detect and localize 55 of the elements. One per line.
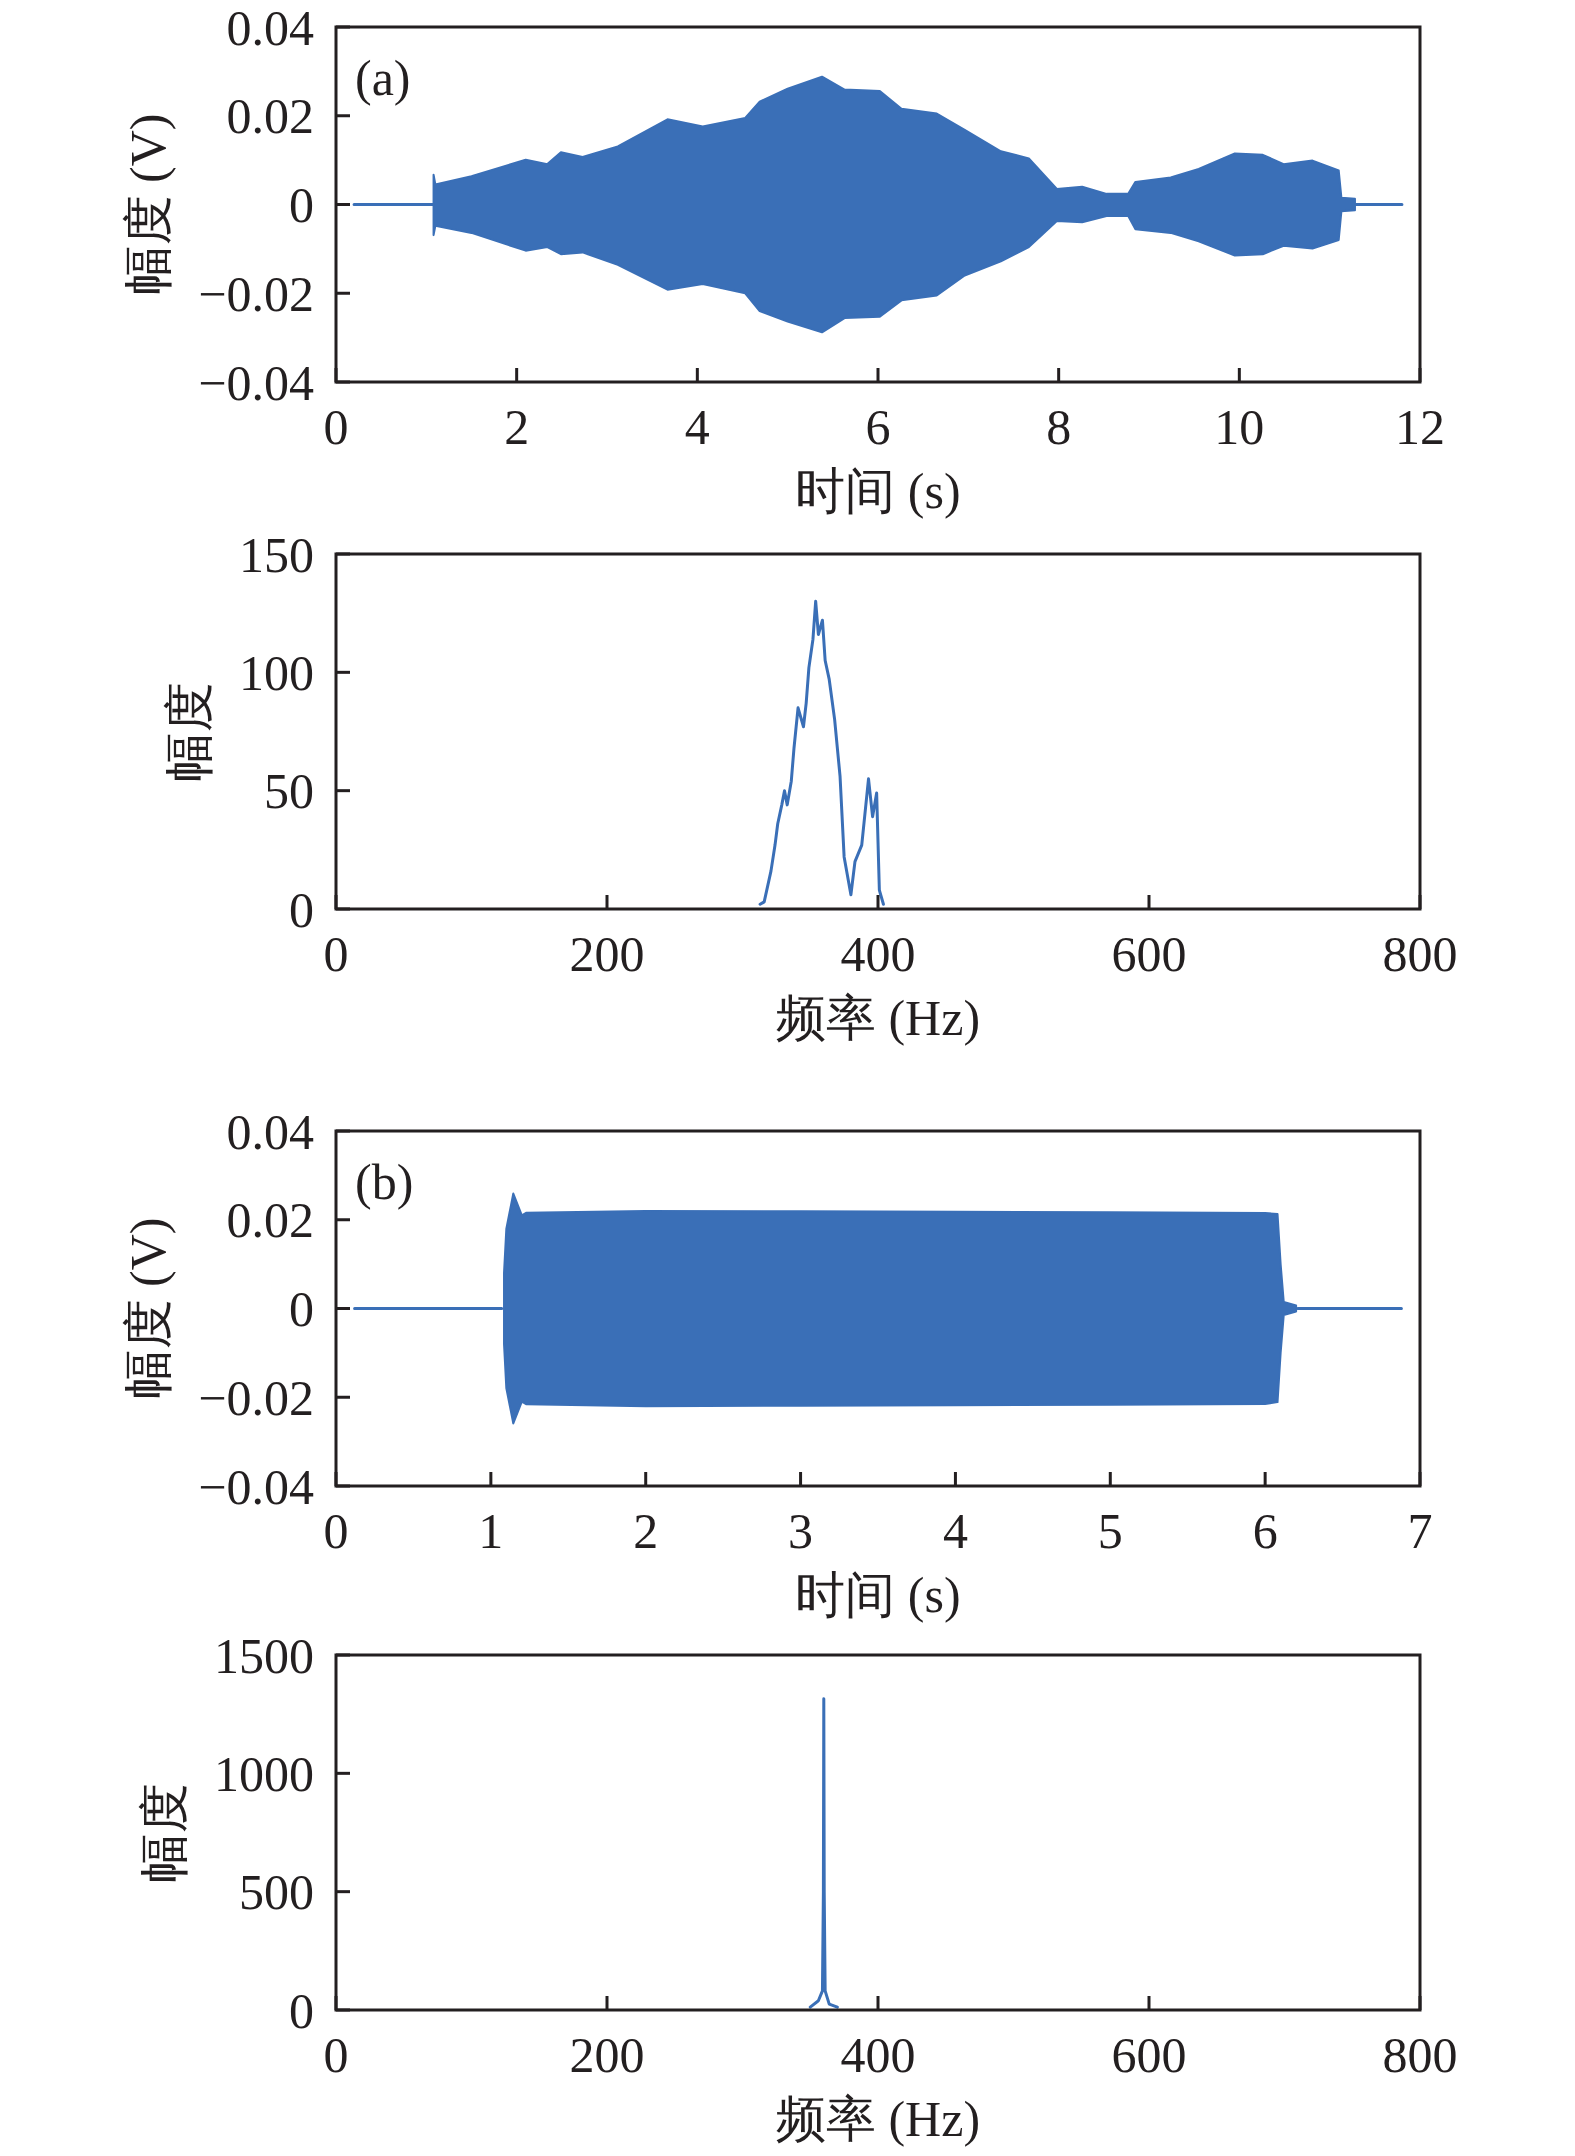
x-axis-title: 时间 (s) <box>795 463 961 519</box>
y-tick-label: −0.02 <box>198 1369 314 1426</box>
y-axis-title: 幅度 (V) <box>120 1217 177 1400</box>
y-tick-label: 0 <box>289 881 314 938</box>
y-tick-label: 0.04 <box>226 0 314 56</box>
line-series <box>758 599 885 906</box>
y-tick-label: 50 <box>264 763 314 820</box>
y-tick-label: 0.02 <box>226 88 314 145</box>
x-tick-label: 4 <box>942 1503 968 1559</box>
y-tick-label: 0.02 <box>226 1192 314 1249</box>
y-tick-label: 0 <box>289 177 314 233</box>
x-tick-label: 800 <box>1382 926 1458 982</box>
x-tick-label: 0 <box>323 1503 349 1559</box>
line-series <box>808 1697 839 2009</box>
y-tick-label: 1500 <box>214 1627 314 1684</box>
y-axis-title: 幅度 <box>161 681 217 782</box>
y-tick-label: 500 <box>239 1864 314 1921</box>
y-axis-title: 幅度 <box>136 1782 192 1883</box>
y-tick-label: −0.04 <box>198 354 314 411</box>
x-tick-label: 12 <box>1395 399 1445 455</box>
x-tick-label: 3 <box>788 1503 814 1559</box>
x-axis-title: 频率 (Hz) <box>775 990 981 1046</box>
x-axis-title: 频率 (Hz) <box>775 2091 981 2147</box>
annotation: (a) <box>355 50 411 106</box>
x-tick-label: 5 <box>1097 1503 1123 1559</box>
x-tick-label: 400 <box>840 926 916 982</box>
x-tick-label: 4 <box>684 399 710 455</box>
x-tick-label: 1 <box>478 1503 504 1559</box>
x-tick-label: 200 <box>569 2027 645 2083</box>
y-tick-label: 0 <box>289 1281 314 1337</box>
y-tick-label: −0.04 <box>198 1458 314 1515</box>
y-tick-label: 0 <box>289 1982 314 2039</box>
y-tick-label: 100 <box>239 644 314 701</box>
x-tick-label: 0 <box>323 926 349 982</box>
x-tick-label: 6 <box>1252 1503 1278 1559</box>
x-tick-label: 0 <box>323 2027 349 2083</box>
x-tick-label: 10 <box>1214 399 1265 455</box>
x-tick-label: 2 <box>633 1503 659 1559</box>
x-tick-label: 2 <box>504 399 530 455</box>
y-tick-label: 150 <box>239 526 314 583</box>
x-tick-label: 6 <box>865 399 891 455</box>
annotation: (b) <box>355 1154 414 1210</box>
y-tick-label: 1000 <box>214 1745 314 1802</box>
x-tick-label: 0 <box>323 399 349 455</box>
y-tick-label: −0.02 <box>198 265 314 322</box>
y-tick-label: 0.04 <box>226 1103 314 1160</box>
x-tick-label: 200 <box>569 926 645 982</box>
x-tick-label: 600 <box>1111 2027 1187 2083</box>
x-axis-title: 时间 (s) <box>795 1567 961 1623</box>
x-tick-label: 600 <box>1111 926 1187 982</box>
x-tick-label: 8 <box>1046 399 1072 455</box>
y-axis-title: 幅度 (V) <box>120 113 177 296</box>
x-tick-label: 7 <box>1407 1503 1433 1559</box>
x-tick-label: 400 <box>840 2027 916 2083</box>
x-tick-label: 800 <box>1382 2027 1458 2083</box>
